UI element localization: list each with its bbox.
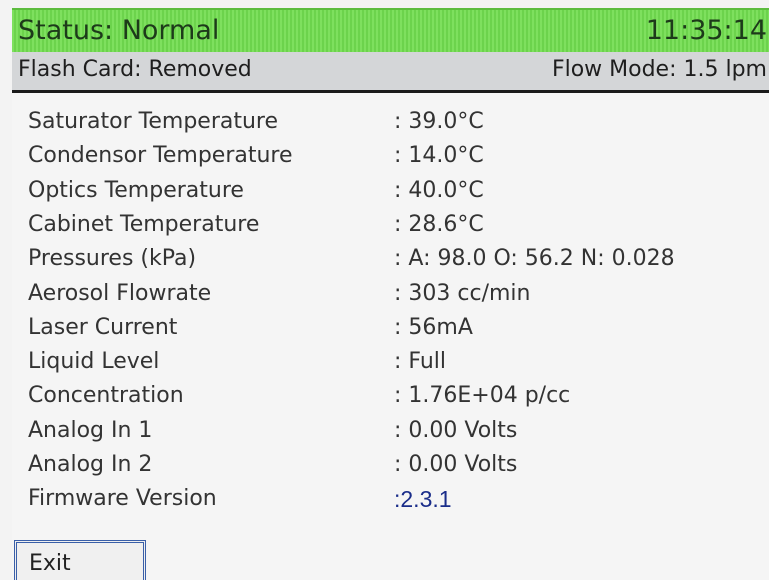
reading-value: : 0.00 Volts [394, 452, 518, 477]
readings-panel: Saturator Temperature : 39.0°C Condensor T… [12, 93, 769, 580]
reading-label: Liquid Level [28, 349, 160, 375]
reading-label: Firmware Version [28, 486, 217, 512]
reading-value: : 1.76E+04 p/cc [394, 383, 571, 409]
reading-label: Analog In 2 [28, 452, 153, 477]
exit-button[interactable]: Exit [14, 540, 146, 580]
reading-label: Analog In 1 [28, 417, 153, 443]
reading-label: Aerosol Flowrate [28, 280, 212, 306]
reading-value: : 40.0°C [394, 177, 484, 203]
reading-value: : 0.00 Volts [394, 417, 518, 443]
flow-mode: Flow Mode: 1.5 lpm [551, 57, 767, 82]
status-bar: Status: Normal 11:35:14 [12, 8, 769, 52]
reading-label: Pressures (kPa) [28, 246, 197, 272]
reading-label: Laser Current [28, 314, 178, 340]
reading-value: : 39.0°C [394, 109, 484, 134]
status-text: Status: Normal [18, 15, 220, 46]
reading-label: Optics Temperature [28, 177, 244, 203]
reading-value: : 14.0°C [394, 143, 484, 169]
reading-value: : A: 98.0 O: 56.2 N: 0.028 [394, 246, 675, 272]
reading-value: : 28.6°C [394, 211, 484, 237]
time-text: 11:35:14 [645, 15, 767, 46]
reading-value: : 303 cc/min [394, 280, 531, 306]
info-bar: Flash Card: Removed Flow Mode: 1.5 lpm [12, 52, 769, 93]
reading-value: : 56mA [394, 314, 473, 340]
reading-label: Condensor Temperature [28, 143, 293, 169]
reading-label: Concentration [28, 383, 184, 409]
reading-value: : Full [394, 349, 447, 375]
flash-card-status: Flash Card: Removed [18, 57, 252, 82]
reading-label: Cabinet Temperature [28, 211, 260, 237]
reading-label: Saturator Temperature [28, 109, 279, 134]
exit-label[interactable]: Exit [29, 551, 71, 576]
reading-value: :2.3.1 [394, 486, 452, 513]
